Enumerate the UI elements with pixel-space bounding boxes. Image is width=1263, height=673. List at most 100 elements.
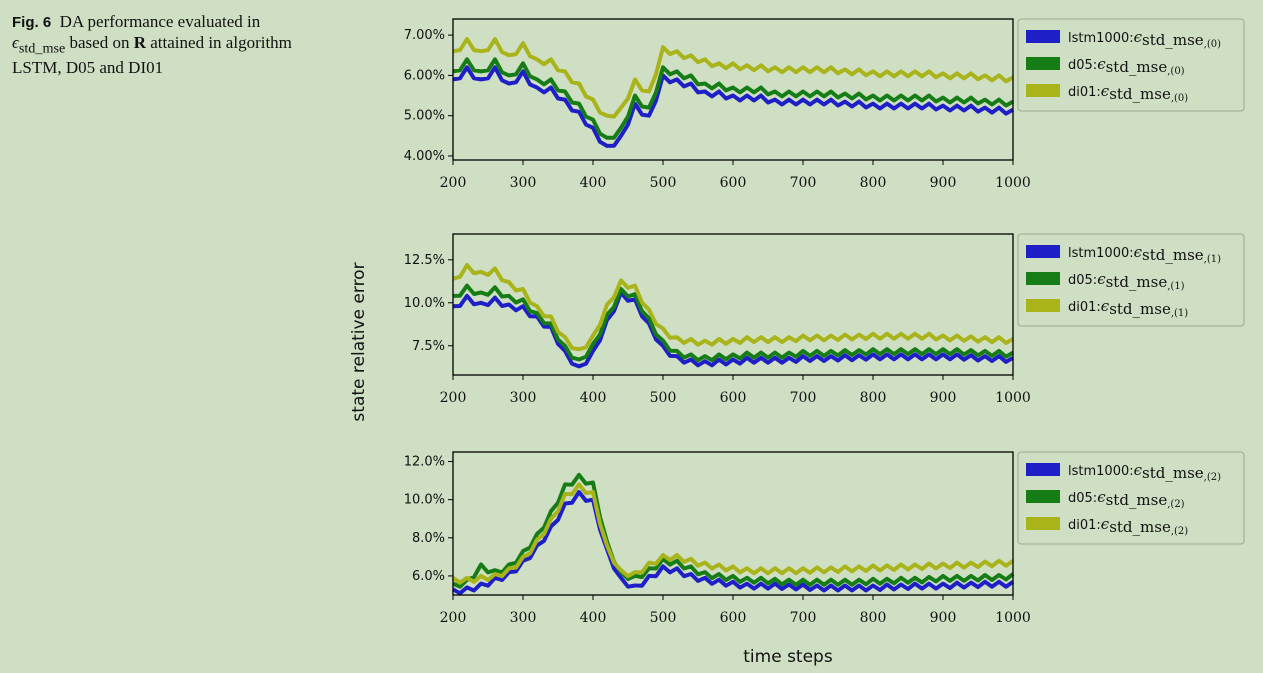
- legend-main: std_mse: [1109, 300, 1171, 318]
- legend-swatch-d05: [1026, 57, 1060, 70]
- legend-main: std_mse: [1142, 31, 1204, 49]
- legend-entry-d05: d05:ϵstd_mse,(0): [1068, 55, 1185, 77]
- caption-text-c: attained in algorithm LSTM, D05 and DI01: [12, 33, 292, 78]
- caption-symbol-sub: std_mse: [18, 40, 66, 57]
- legend-entry-lstm1000: lstm1000:ϵstd_mse,(2): [1068, 461, 1221, 483]
- y-tick-label: 8.0%: [412, 531, 445, 546]
- x-tick-label: 1000: [995, 610, 1031, 626]
- figure-caption: Fig. 6 DA performance evaluated in ϵstd_…: [12, 12, 312, 78]
- legend-swatch-di01: [1026, 517, 1060, 530]
- x-tick-label: 900: [930, 390, 957, 406]
- legend-symbol: ϵ: [1097, 488, 1106, 506]
- legend-swatch-di01: [1026, 84, 1060, 97]
- series-line-d05: [452, 283, 1015, 363]
- caption-bold-r: R: [133, 33, 147, 52]
- legend-index: ,(0): [1171, 93, 1188, 104]
- legend-entry-di01: di01:ϵstd_mse,(1): [1068, 297, 1188, 319]
- x-tick-label: 600: [720, 390, 747, 406]
- legend-entry-d05: d05:ϵstd_mse,(2): [1068, 488, 1185, 510]
- legend-box: [1017, 18, 1245, 112]
- legend-main: std_mse: [1106, 491, 1168, 509]
- legend-swatch-d05: [1026, 272, 1060, 285]
- legend-symbol: ϵ: [1134, 243, 1143, 261]
- legend-prefix: lstm1000:: [1068, 464, 1134, 479]
- legend-index: ,(0): [1204, 39, 1221, 50]
- legend-symbol: ϵ: [1101, 82, 1110, 100]
- legend-prefix: di01:: [1068, 85, 1101, 100]
- x-tick-label: 300: [510, 175, 537, 191]
- series-line-di01: [451, 482, 1015, 585]
- x-tick-label: 300: [510, 390, 537, 406]
- legend-index: ,(1): [1204, 254, 1221, 265]
- legend-swatch-lstm1000: [1026, 245, 1060, 258]
- series-line-lstm1000: [452, 490, 1015, 596]
- legend-symbol: ϵ: [1134, 461, 1143, 479]
- legend-index: ,(1): [1167, 281, 1184, 292]
- series-line-di01: [452, 263, 1015, 352]
- x-tick-label: 700: [790, 175, 817, 191]
- subplot-0: 4.00% 5.00% 6.00% 7.00% 200 300 400 500 600 700 80…: [404, 18, 1245, 191]
- legend-prefix: di01:: [1068, 518, 1101, 533]
- legend-prefix: d05:: [1068, 273, 1097, 288]
- subplot-2: 6.0% 8.0% 10.0% 12.0% 200 300 400 500 600 700 800 9…: [404, 451, 1245, 626]
- x-tick-label: 400: [580, 610, 607, 626]
- x-tick-label: 200: [440, 390, 467, 406]
- x-tick-label: 200: [440, 175, 467, 191]
- caption-text-b: based on: [65, 33, 134, 52]
- y-axis-title: state relative error: [349, 262, 369, 421]
- x-axis-title: time steps: [743, 647, 833, 667]
- caption-symbol: ϵ: [12, 33, 19, 52]
- legend-symbol: ϵ: [1101, 515, 1110, 533]
- x-tick-label: 1000: [995, 175, 1031, 191]
- x-tick-label: 900: [930, 610, 957, 626]
- y-tick-label: 4.00%: [404, 149, 445, 164]
- series-line-di01: [452, 37, 1014, 119]
- x-tick-label: 500: [650, 610, 677, 626]
- legend-entry-lstm1000: lstm1000:ϵstd_mse,(0): [1068, 28, 1221, 50]
- legend-swatch-di01: [1026, 299, 1060, 312]
- legend-box: [1017, 451, 1245, 545]
- legend-symbol: ϵ: [1134, 28, 1143, 46]
- y-tick-label: 10.0%: [404, 493, 445, 508]
- x-tick-label: 200: [440, 610, 467, 626]
- figure-label: Fig. 6: [12, 14, 52, 31]
- x-tick-label: 800: [860, 175, 887, 191]
- legend-box: [1017, 233, 1245, 327]
- legend-prefix: d05:: [1068, 58, 1097, 73]
- series-line-d05: [452, 57, 1014, 140]
- x-tick-label: 500: [650, 175, 677, 191]
- x-tick-label: 800: [860, 390, 887, 406]
- legend-prefix: lstm1000:: [1068, 31, 1134, 46]
- x-tick-label: 300: [510, 610, 537, 626]
- y-tick-label: 7.00%: [404, 28, 445, 43]
- legend-index: ,(1): [1171, 308, 1188, 319]
- legend-symbol: ϵ: [1101, 297, 1110, 315]
- legend-entry-di01: di01:ϵstd_mse,(0): [1068, 82, 1188, 104]
- series-line-lstm1000: [452, 290, 1015, 369]
- series-line-lstm1000: [452, 65, 1014, 148]
- legend-symbol: ϵ: [1097, 55, 1106, 73]
- legend-index: ,(2): [1171, 526, 1188, 537]
- legend-symbol: ϵ: [1097, 270, 1106, 288]
- y-tick-label: 12.5%: [404, 253, 445, 268]
- legend-main: std_mse: [1106, 273, 1168, 291]
- x-tick-label: 600: [720, 175, 747, 191]
- legend-swatch-lstm1000: [1026, 463, 1060, 476]
- y-tick-label: 10.0%: [404, 296, 445, 311]
- subplot-1: 7.5% 10.0% 12.5% 200 300 400 500 600 700 800 900 10…: [404, 233, 1245, 406]
- x-tick-label: 400: [580, 390, 607, 406]
- x-tick-label: 1000: [995, 390, 1031, 406]
- legend-main: std_mse: [1109, 518, 1171, 536]
- legend-swatch-d05: [1026, 490, 1060, 503]
- legend-entry-lstm1000: lstm1000:ϵstd_mse,(1): [1068, 243, 1221, 265]
- x-tick-label: 500: [650, 390, 677, 406]
- x-tick-label: 800: [860, 610, 887, 626]
- legend-main: std_mse: [1109, 85, 1171, 103]
- y-tick-label: 7.5%: [412, 339, 445, 354]
- plot-frame: [452, 451, 1014, 596]
- x-tick-label: 600: [720, 610, 747, 626]
- legend-prefix: di01:: [1068, 300, 1101, 315]
- legend-index: ,(2): [1204, 472, 1221, 483]
- legend-prefix: lstm1000:: [1068, 246, 1134, 261]
